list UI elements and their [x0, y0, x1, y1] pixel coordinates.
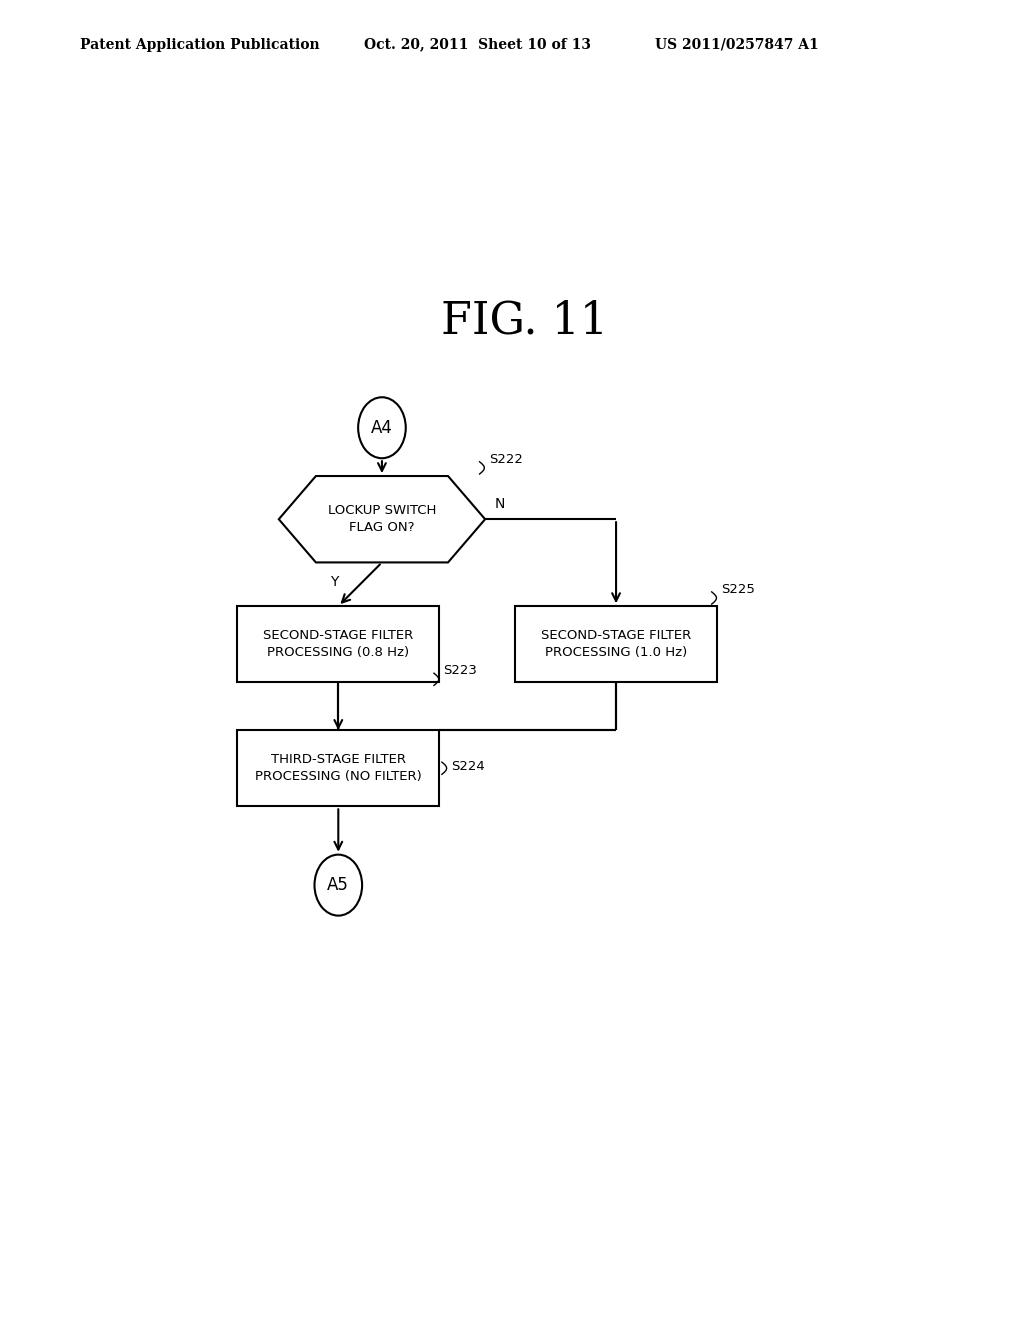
Text: S222: S222 [489, 453, 523, 466]
Text: A5: A5 [328, 876, 349, 894]
Text: SECOND-STAGE FILTER
PROCESSING (1.0 Hz): SECOND-STAGE FILTER PROCESSING (1.0 Hz) [541, 630, 691, 659]
Bar [515, 606, 717, 682]
Text: US 2011/0257847 A1: US 2011/0257847 A1 [655, 37, 819, 51]
Text: S224: S224 [452, 760, 485, 772]
Bar [238, 730, 439, 807]
Text: SECOND-STAGE FILTER
PROCESSING (0.8 Hz): SECOND-STAGE FILTER PROCESSING (0.8 Hz) [263, 630, 414, 659]
Text: S225: S225 [721, 583, 755, 595]
Text: THIRD-STAGE FILTER
PROCESSING (NO FILTER): THIRD-STAGE FILTER PROCESSING (NO FILTER… [255, 754, 422, 783]
Text: N: N [495, 498, 505, 511]
Text: S223: S223 [443, 664, 477, 677]
Text: A4: A4 [371, 418, 393, 437]
Text: LOCKUP SWITCH
FLAG ON?: LOCKUP SWITCH FLAG ON? [328, 504, 436, 535]
Text: FIG. 11: FIG. 11 [441, 300, 608, 343]
Text: Y: Y [330, 574, 339, 589]
Text: Oct. 20, 2011  Sheet 10 of 13: Oct. 20, 2011 Sheet 10 of 13 [364, 37, 591, 51]
Bar [238, 606, 439, 682]
Text: Patent Application Publication: Patent Application Publication [80, 37, 319, 51]
